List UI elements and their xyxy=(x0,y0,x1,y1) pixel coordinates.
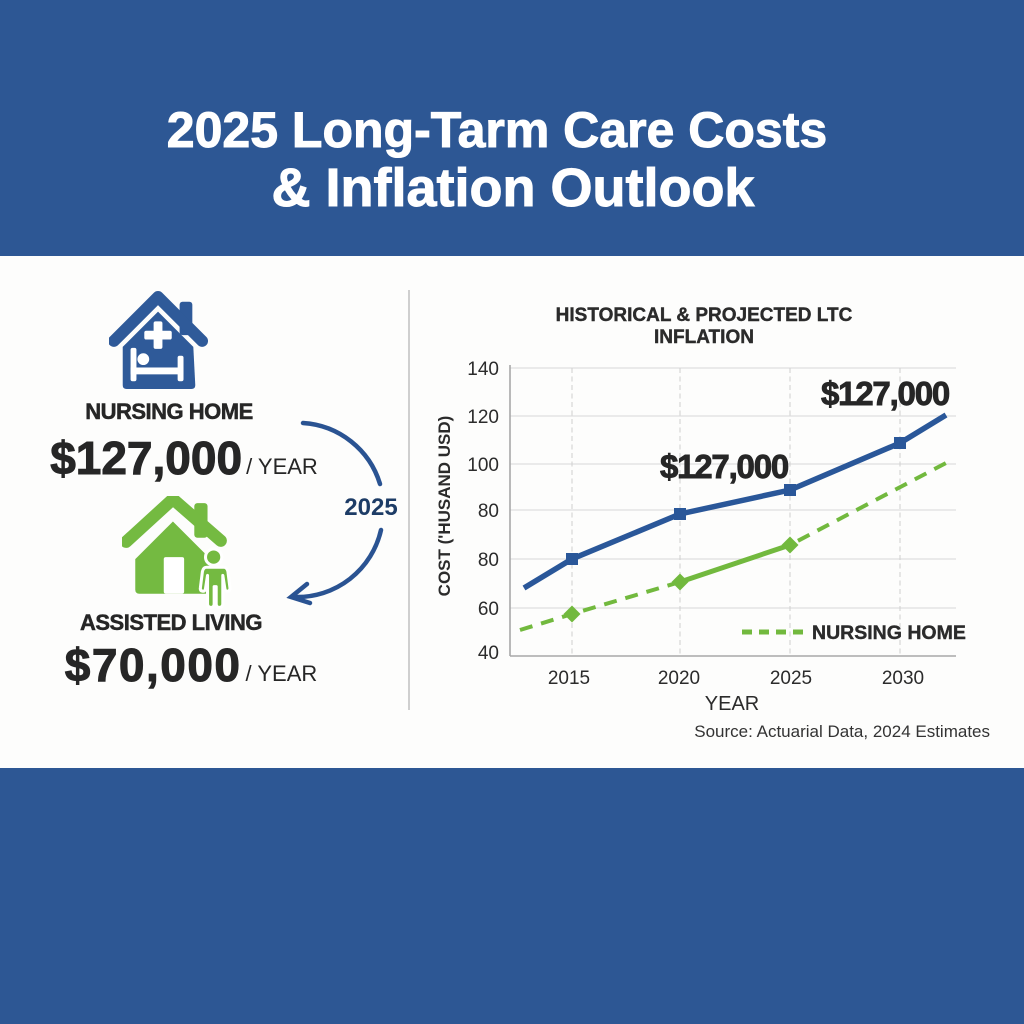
svg-text:HISTORICAL & PROJECTED LTC: HISTORICAL & PROJECTED LTC xyxy=(556,305,853,326)
svg-text:INFLATION: INFLATION xyxy=(654,327,754,348)
svg-text:60: 60 xyxy=(478,599,499,620)
svg-text:COST ('HUSAND USD): COST ('HUSAND USD) xyxy=(435,416,454,597)
svg-text:2015: 2015 xyxy=(548,668,590,689)
svg-text:2030: 2030 xyxy=(882,668,924,689)
svg-text:NURSING HOME: NURSING HOME xyxy=(812,622,966,644)
svg-text:Source: Actuarial Data, 2024 E: Source: Actuarial Data, 2024 Estimates xyxy=(694,722,990,741)
svg-text:120: 120 xyxy=(467,407,499,428)
svg-text:$127,000: $127,000 xyxy=(821,375,949,412)
svg-text:100: 100 xyxy=(467,455,499,476)
svg-text:140: 140 xyxy=(467,359,499,380)
svg-text:40: 40 xyxy=(478,643,499,664)
svg-text:YEAR: YEAR xyxy=(705,693,759,715)
svg-text:2020: 2020 xyxy=(658,668,700,689)
svg-text:80: 80 xyxy=(478,501,499,522)
svg-text:80: 80 xyxy=(478,550,499,571)
svg-text:2025: 2025 xyxy=(770,668,812,689)
svg-text:$127,000: $127,000 xyxy=(660,448,788,485)
